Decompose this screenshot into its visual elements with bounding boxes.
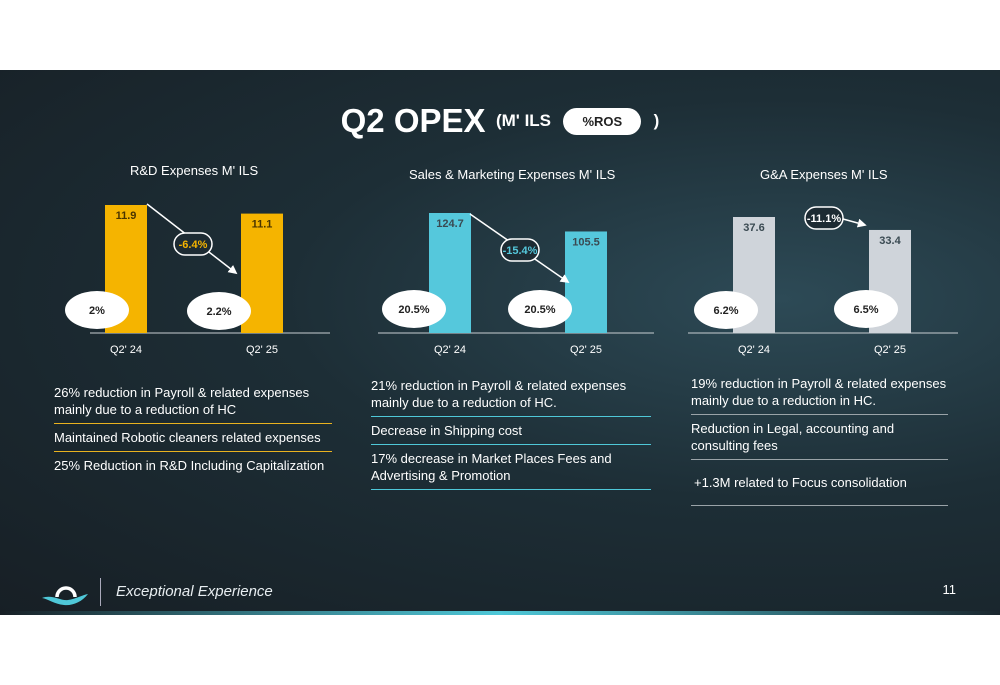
rd-value-label: 11.9 — [116, 210, 137, 222]
sm-change-label: -15.4% — [503, 245, 538, 257]
rd-ros-ellipse — [65, 291, 129, 329]
ga-note-item: Reduction in Legal, accounting and consu… — [691, 415, 948, 460]
rd-note-item: Maintained Robotic cleaners related expe… — [54, 423, 332, 451]
ga-ros-ellipse — [834, 290, 898, 328]
sm-ros-label: 20.5% — [398, 304, 429, 316]
ga-change-badge — [804, 206, 844, 230]
sm-ros-ellipse — [508, 290, 572, 328]
rd-value-label: 11.1 — [252, 219, 273, 231]
sm-note-item: 17% decrease in Market Places Fees and A… — [371, 445, 651, 490]
ga-note-item: +1.3M related to Focus consolidation — [691, 460, 948, 506]
rd-ros-label: 2.2% — [206, 306, 231, 318]
sm-x-tick-label: Q2' 24 — [434, 344, 466, 356]
sm-value-label: 124.7 — [436, 218, 464, 230]
rd-note-item: 26% reduction in Payroll & related expen… — [54, 385, 310, 417]
footer-accent-line — [0, 611, 1000, 615]
rd-notes: 26% reduction in Payroll & related expen… — [54, 379, 332, 479]
rd-ros-label: 2% — [89, 305, 105, 317]
ga-value-label: 37.6 — [743, 222, 764, 234]
ga-ros-ellipse — [694, 291, 758, 329]
ros-pill: %ROS — [563, 107, 642, 135]
slide: Q2 OPEX (M' ILS %ROS ) R&D Expenses M' I… — [0, 70, 1000, 615]
rd-change-badge — [173, 232, 213, 256]
ga-chart-title: G&A Expenses M' ILS — [760, 167, 888, 182]
ga-change-label: -11.1% — [807, 213, 841, 225]
page-number: 11 — [942, 582, 957, 597]
sm-note-item: 21% reduction in Payroll & related expen… — [371, 372, 651, 417]
title-unit: (M' ILS — [495, 111, 552, 130]
ga-note-item: 19% reduction in Payroll & related expen… — [691, 370, 948, 415]
ga-ros-label: 6.5% — [853, 304, 878, 316]
slide-title: Q2 OPEX (M' ILS %ROS ) — [0, 102, 1000, 140]
ga-value-label: 33.4 — [879, 235, 901, 247]
opex-charts: 11.9 Q2' 24 2% 11.1 Q2' 25 2.2% -6.4% 124.7 Q2' … — [65, 203, 958, 356]
sm-bar — [565, 231, 607, 333]
rd-x-tick-label: Q2' 24 — [110, 344, 142, 356]
ga-notes: 19% reduction in Payroll & related expen… — [691, 370, 948, 506]
sm-value-label: 105.5 — [572, 236, 600, 248]
rd-x-tick-label: Q2' 25 — [246, 344, 278, 356]
sm-notes: 21% reduction in Payroll & related expen… — [371, 372, 651, 490]
company-logo-icon — [42, 586, 88, 606]
rd-change-label: -6.4% — [179, 239, 208, 251]
sm-ros-ellipse — [382, 290, 446, 328]
tagline: Exceptional Experience — [116, 583, 273, 600]
ga-ros-label: 6.2% — [713, 305, 738, 317]
sm-change-badge — [500, 238, 540, 262]
sm-x-tick-label: Q2' 25 — [570, 344, 602, 356]
rd-ros-ellipse — [187, 292, 251, 330]
title-close-paren: ) — [653, 111, 660, 130]
sm-note-item: Decrease in Shipping cost — [371, 417, 651, 445]
page-title: Q2 OPEX — [340, 102, 486, 139]
ga-x-tick-label: Q2' 24 — [738, 344, 770, 356]
sm-ros-label: 20.5% — [524, 304, 555, 316]
sm-chart-title: Sales & Marketing Expenses M' ILS — [409, 167, 616, 182]
rd-chart-title: R&D Expenses M' ILS — [130, 163, 259, 178]
rd-note-item: 25% Reduction in R&D Including Capitaliz… — [54, 451, 332, 479]
ga-x-tick-label: Q2' 25 — [874, 344, 906, 356]
logo-divider — [100, 578, 101, 606]
